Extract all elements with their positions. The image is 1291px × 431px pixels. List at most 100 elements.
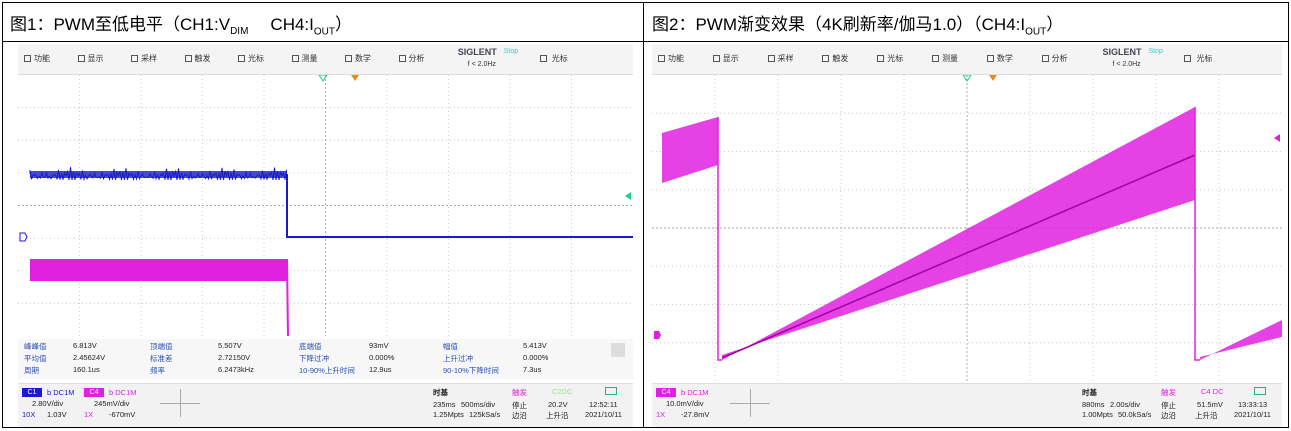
trigger-slope: 上升沿: [1195, 411, 1218, 420]
channel-coupling: b DC1M: [109, 388, 137, 397]
toolbar-item: 光标: [1196, 54, 1213, 63]
trigger-pos: [989, 75, 997, 81]
measure-value: 6.813V: [73, 341, 97, 350]
scope-screen: [18, 75, 633, 336]
toolbar-item: 光标: [887, 54, 904, 63]
scope-screenshot: 功能 显示 采样 触发 光标 测量 数学 分析 SIGLENT Stop f < 2.0Hz 光标 峰峰…: [18, 44, 633, 427]
toolbar-icon: [539, 55, 547, 62]
scope-screen: [652, 75, 1282, 381]
measure-label: 90-10%下降时间: [443, 366, 499, 375]
channel-probe: 1X: [656, 410, 666, 419]
title-text: ）: [335, 15, 352, 34]
run-status: Stop: [1148, 48, 1163, 55]
col-divider: [643, 2, 644, 428]
timebase-delay: 235ms: [433, 400, 456, 409]
toolbar-icon: [1041, 55, 1049, 62]
toolbar-item: 触发: [832, 54, 849, 63]
toolbar-icon: [822, 55, 830, 62]
figure-title: 图1：PWM至低电平（CH1:VDIM CH4:IOUT）: [10, 10, 352, 37]
channel-scale: 245mV/div: [94, 399, 130, 408]
measure-value: 6.2473kHz: [218, 365, 254, 374]
toolbar-icon: [398, 55, 406, 62]
timebase-scale: 2.00s/div: [1110, 400, 1141, 409]
clock-time: 12:52:11: [589, 400, 618, 409]
channel-tag: C4: [656, 388, 676, 397]
measure-label: 周期: [24, 366, 39, 375]
title-text: 图1：PWM至低电平（CH1:V: [10, 15, 231, 34]
channel-offset: -27.8mV: [681, 410, 710, 419]
close-button: [611, 343, 625, 357]
trigger-label: 触发: [1161, 388, 1176, 397]
trace-ch4: [721, 154, 1196, 359]
trigger-pos: [351, 75, 359, 81]
toolbar-icon: [131, 55, 138, 62]
trigger-type: 边沿: [1161, 411, 1176, 420]
ch1-marker: [19, 232, 28, 242]
toolbar-item: 功能: [668, 54, 684, 63]
measure-label: 下降过冲: [299, 354, 329, 363]
timebase-label: 时基: [433, 388, 448, 397]
title-text: CH4:I: [270, 15, 314, 34]
toolbar-item: 采样: [777, 54, 794, 63]
title-subscript: OUT: [313, 26, 335, 38]
measure-label: 频率: [150, 366, 165, 375]
timebase-label: 时基: [1082, 388, 1097, 397]
channel-probe: 10X: [22, 410, 36, 419]
ch4-marker: [654, 331, 661, 339]
timebase-points: 1.00Mpts: [1082, 410, 1113, 419]
measure-label: 平均值: [24, 354, 47, 363]
title-subscript: DIM: [230, 26, 249, 38]
measure-label: 底端值: [299, 342, 322, 351]
measure-label: 标准差: [150, 354, 173, 363]
toolbar-item: 光标: [248, 54, 264, 63]
toolbar-item: 光标: [551, 54, 568, 63]
channel-scale: 10.0mV/div: [666, 399, 704, 408]
trigger-marker: [625, 192, 631, 200]
toolbar-item: 分析: [1051, 54, 1068, 63]
toolbar-item: 数学: [355, 54, 371, 63]
measure-value: 0.000%: [523, 353, 549, 362]
status-bar: [18, 383, 633, 427]
toolbar-icon: [877, 55, 885, 62]
toolbar-icon: [932, 55, 940, 62]
measure-value: 7.3us: [523, 365, 542, 374]
trace-ch4: [717, 117, 722, 361]
trigger-freq: f < 2.0Hz: [1112, 61, 1141, 68]
trace-ch4: [722, 107, 1195, 360]
clock-time: 13:33:13: [1238, 400, 1268, 409]
timebase-scale: 500ms/div: [461, 400, 496, 409]
measure-value: 2.45624V: [73, 353, 106, 362]
toolbar-icon: [986, 55, 994, 62]
measure-value: 5.413V: [523, 341, 547, 350]
trace-ch4: [1194, 107, 1200, 361]
measure-value: 12.9us: [369, 365, 392, 374]
toolbar-icon: [658, 55, 665, 62]
trigger-slope: 上升沿: [546, 411, 569, 420]
toolbar-icon: [291, 55, 299, 62]
run-status: Stop: [503, 48, 519, 55]
usb-icon: [605, 387, 617, 395]
toolbar-icon: [24, 55, 31, 62]
channel-coupling: b DC1M: [47, 388, 75, 397]
toolbar-item: 采样: [141, 54, 157, 63]
trigger-state: 停止: [512, 401, 527, 410]
channel-offset: 1.03V: [47, 410, 67, 419]
trigger-pos: [962, 75, 972, 82]
measure-value: 2.72150V: [218, 353, 251, 362]
trigger-type: 边沿: [512, 411, 527, 420]
channel-probe: 1X: [84, 410, 94, 419]
trace-ch4: [1200, 320, 1282, 360]
crosshair: [180, 389, 181, 417]
trigger-marker: [1274, 134, 1280, 142]
measure-label: 顶端值: [150, 342, 173, 351]
channel-scale: 2.80V/div: [32, 399, 64, 408]
trace-ch4: [286, 258, 289, 336]
trigger-pos: [318, 75, 328, 82]
toolbar-icon: [184, 55, 192, 62]
measure-value: 93mV: [369, 341, 389, 350]
toolbar-item: 功能: [34, 54, 50, 63]
trigger-level: 51.5mV: [1197, 400, 1223, 409]
measure-value: 0.000%: [369, 353, 395, 362]
title-text: 图2：PWM渐变效果（4K刷新率/伽马1.0）（CH4:I: [652, 15, 1026, 34]
trace-ch4: [30, 259, 287, 281]
